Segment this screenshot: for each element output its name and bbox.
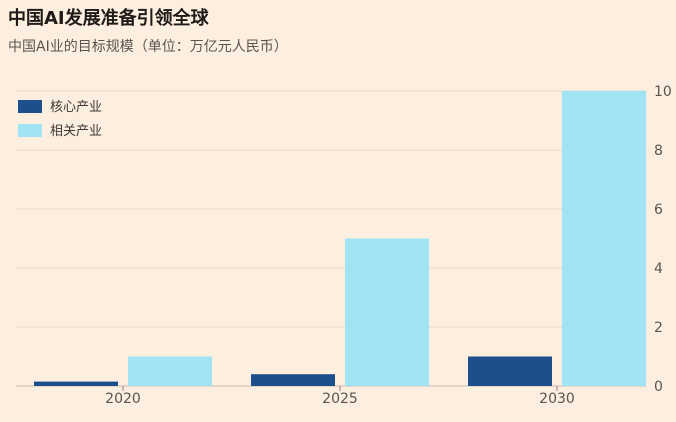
y-tick-label: 10 [654,84,672,100]
legend-label: 相关产业 [50,124,102,139]
y-tick-label: 8 [654,143,663,159]
x-tick-label: 2020 [105,391,141,407]
bar-core-2030 [468,356,552,386]
legend-swatch [18,100,42,113]
x-tick-label: 2025 [322,391,358,407]
y-tick-label: 0 [654,379,663,395]
legend-swatch [18,124,42,137]
y-tick-label: 4 [654,261,663,277]
bar-core-2025 [251,374,335,386]
chart-subtitle: 中国AI业的目标规模（单位：万亿元人民币） [8,39,288,55]
y-tick-label: 2 [654,320,663,336]
x-tick-label: 2030 [539,391,575,407]
bar-core-2020 [34,381,118,386]
y-tick-label: 6 [654,202,663,218]
bar-related-2025 [345,238,429,386]
bar-related-2030 [562,91,646,386]
bar-related-2020 [128,356,212,386]
chart-title: 中国AI发展准备引领全球 [8,8,209,29]
legend-label: 核心产业 [50,100,102,115]
